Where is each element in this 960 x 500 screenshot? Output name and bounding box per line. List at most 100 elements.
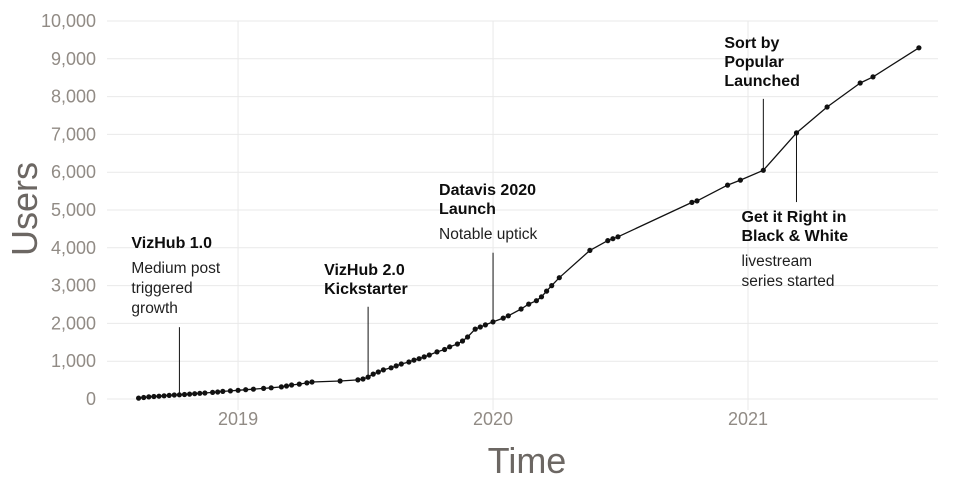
data-point <box>220 388 226 394</box>
data-point <box>434 349 440 355</box>
data-point <box>261 385 267 391</box>
data-point <box>250 386 256 392</box>
data-point <box>210 389 216 395</box>
y-tick-label: 7,000 <box>51 124 96 144</box>
data-point <box>161 393 167 399</box>
data-point <box>141 394 147 401</box>
data-point <box>268 385 274 391</box>
annotation-vizhub-1-0: VizHub 1.0 Medium post triggered growth <box>131 234 220 319</box>
annotation-subtitle: Notable uptick <box>439 225 537 245</box>
data-point <box>725 182 731 188</box>
y-tick-label: 4,000 <box>51 238 96 258</box>
annotation-title-line: Launch <box>439 200 496 218</box>
y-tick-label: 5,000 <box>51 200 96 220</box>
data-point <box>518 306 524 312</box>
annotation-title-line: Sort by <box>724 34 780 52</box>
x-tick-label: 2021 <box>728 409 768 429</box>
x-axis-title: Time <box>487 440 567 481</box>
data-point <box>549 283 555 289</box>
data-point <box>151 393 157 400</box>
annotation-title: Sort by Popular Launched <box>724 34 800 91</box>
annotation-vizhub-2-0-kickstarter: VizHub 2.0 Kickstarter <box>324 261 408 299</box>
data-point <box>197 390 203 396</box>
annotation-title-line: VizHub 1.0 <box>131 235 213 253</box>
annotation-datavis-2020-launch: Datavis 2020 Launch Notable uptick <box>439 181 537 245</box>
data-point <box>447 344 453 350</box>
data-point <box>615 234 621 240</box>
annotation-get-it-right-black-white: Get it Right in Black & White livestream se… <box>741 208 848 292</box>
annotation-title-line: Black & White <box>741 228 849 246</box>
y-tick-label: 0 <box>86 389 96 409</box>
data-point <box>490 319 496 325</box>
data-point <box>426 352 432 358</box>
data-point <box>477 324 483 330</box>
data-point <box>380 367 386 373</box>
data-point <box>296 381 302 387</box>
data-point <box>737 177 744 183</box>
data-point <box>505 313 511 319</box>
data-point <box>538 294 545 300</box>
data-point <box>370 371 376 377</box>
data-point <box>442 346 448 353</box>
data-point <box>465 334 471 340</box>
annotation-title-line: Kickstarter <box>324 280 408 298</box>
data-point <box>243 387 249 393</box>
annotation-title: VizHub 1.0 <box>131 234 220 253</box>
data-point <box>605 238 611 244</box>
data-point <box>289 382 295 388</box>
data-point <box>411 357 417 363</box>
annotation-title-line: Datavis 2020 <box>439 181 537 199</box>
data-point <box>500 315 506 321</box>
data-point <box>136 395 142 401</box>
data-point <box>544 288 550 294</box>
annotation-title-line: Popular <box>724 53 784 71</box>
data-point <box>406 359 412 365</box>
y-tick-label: 3,000 <box>51 276 96 296</box>
data-point <box>166 392 172 398</box>
data-point <box>146 394 152 400</box>
data-point <box>375 369 381 375</box>
data-point <box>857 80 863 86</box>
annotation-title: Datavis 2020 Launch <box>439 181 537 219</box>
y-tick-label: 1,000 <box>51 351 96 371</box>
data-point <box>454 341 460 347</box>
data-point <box>760 167 766 173</box>
data-point <box>171 392 177 398</box>
annotation-subtitle-line: triggered <box>131 280 193 298</box>
data-point <box>416 356 422 362</box>
data-point <box>421 354 427 360</box>
data-point <box>533 298 540 304</box>
annotation-subtitle-line: Medium post <box>131 260 221 278</box>
annotation-subtitle-line: growth <box>131 300 178 318</box>
data-point <box>916 45 922 51</box>
annotation-subtitle-line: series started <box>741 273 835 291</box>
data-point <box>694 198 700 204</box>
data-point <box>824 104 830 110</box>
y-tick-label: 9,000 <box>51 49 96 69</box>
data-point <box>283 383 290 389</box>
data-point <box>309 379 315 385</box>
annotation-subtitle: Medium post triggered growth <box>131 259 220 319</box>
data-point <box>556 275 562 281</box>
annotation-title: VizHub 2.0 Kickstarter <box>324 261 408 299</box>
data-point <box>610 236 616 242</box>
annotation-title-line: Get it Right in <box>741 209 847 227</box>
data-point <box>278 384 284 390</box>
y-tick-label: 2,000 <box>51 313 96 333</box>
data-point <box>388 365 394 371</box>
annotation-title: Get it Right in Black & White <box>741 208 848 246</box>
data-point <box>365 374 371 380</box>
data-point <box>398 361 404 367</box>
annotation-title-line: Launched <box>724 72 800 90</box>
data-point <box>337 378 343 384</box>
data-point <box>304 380 310 386</box>
data-point <box>393 363 399 369</box>
annotation-subtitle-line: livestream <box>741 253 813 271</box>
data-point <box>870 74 876 80</box>
y-axis-title: Users <box>4 161 45 257</box>
annotation-title-line: VizHub 2.0 <box>324 261 405 279</box>
annotation-subtitle: livestream series started <box>741 252 848 292</box>
annotation-subtitle-line: Notable uptick <box>439 225 538 243</box>
data-point <box>360 376 366 382</box>
